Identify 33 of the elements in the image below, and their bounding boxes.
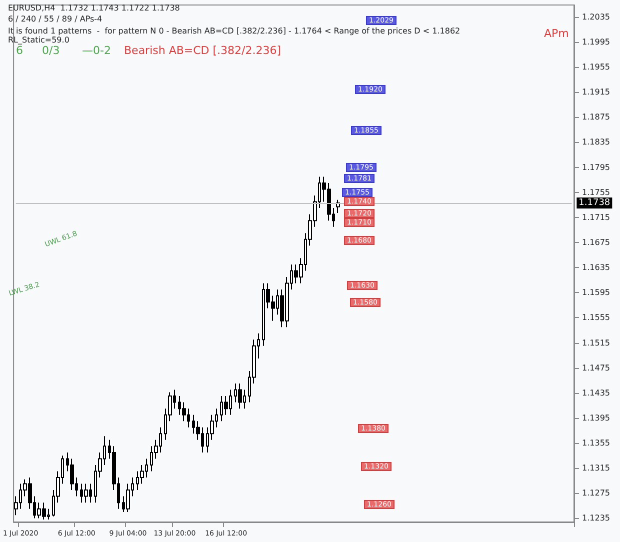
y-tick-label: 1.1915	[582, 88, 610, 97]
annotation: It is found 1 patterns - for pattern N 0 - Bearish AB=CD [.382/2.236] - 1.1764 < Range of the prices D < 1.1862	[8, 26, 460, 36]
y-tick-label: 1.1555	[582, 313, 610, 322]
y-tick-label: 1.1955	[582, 62, 610, 72]
y-tick-label: 1.1475	[582, 363, 610, 372]
y-tick-label: 1.1835	[582, 138, 610, 147]
text: 6 / 240 / 55 / 89 / APs-4	[8, 14, 102, 24]
chart-title: EURUSD,H4 1.1732 1.1743 1.1722 1.1738	[8, 4, 180, 12]
y-tick-label: 1.1355	[582, 438, 610, 448]
y-tick-label: 1.1515	[582, 338, 610, 348]
annotation: —0-2	[82, 44, 111, 57]
y-tick-label: 1.2035	[582, 12, 610, 22]
ref-line-label: 1.1738	[578, 198, 610, 208]
y-tick-label: 1.1755	[582, 188, 610, 197]
annotation: 0/3	[42, 44, 60, 57]
annotation: 6	[16, 44, 23, 57]
y-tick-label: 1.1875	[582, 112, 610, 122]
y-tick-label: 1.1795	[582, 162, 610, 172]
y-tick-label: 1.1675	[582, 238, 610, 248]
annotation: APm	[544, 27, 569, 40]
y-tick-label: 1.1995	[582, 37, 610, 46]
y-tick-label: 1.1635	[582, 263, 610, 272]
y-tick-label: 1.1275	[582, 488, 610, 498]
candlestick	[84, 483, 88, 504]
y-tick-label: 1.1715	[582, 212, 610, 222]
y-tick-label: 1.1235	[582, 514, 610, 523]
annotation: RL_Static=59.0	[8, 36, 70, 44]
candlestick	[238, 383, 242, 410]
y-tick-label: 1.1435	[582, 388, 610, 398]
y-tick-label: 1.1595	[582, 288, 610, 298]
annotation: Bearish AB=CD [.382/2.236]	[124, 44, 282, 57]
y-tick-label: 1.1315	[582, 464, 610, 473]
y-tick-label: 1.1395	[582, 413, 610, 422]
